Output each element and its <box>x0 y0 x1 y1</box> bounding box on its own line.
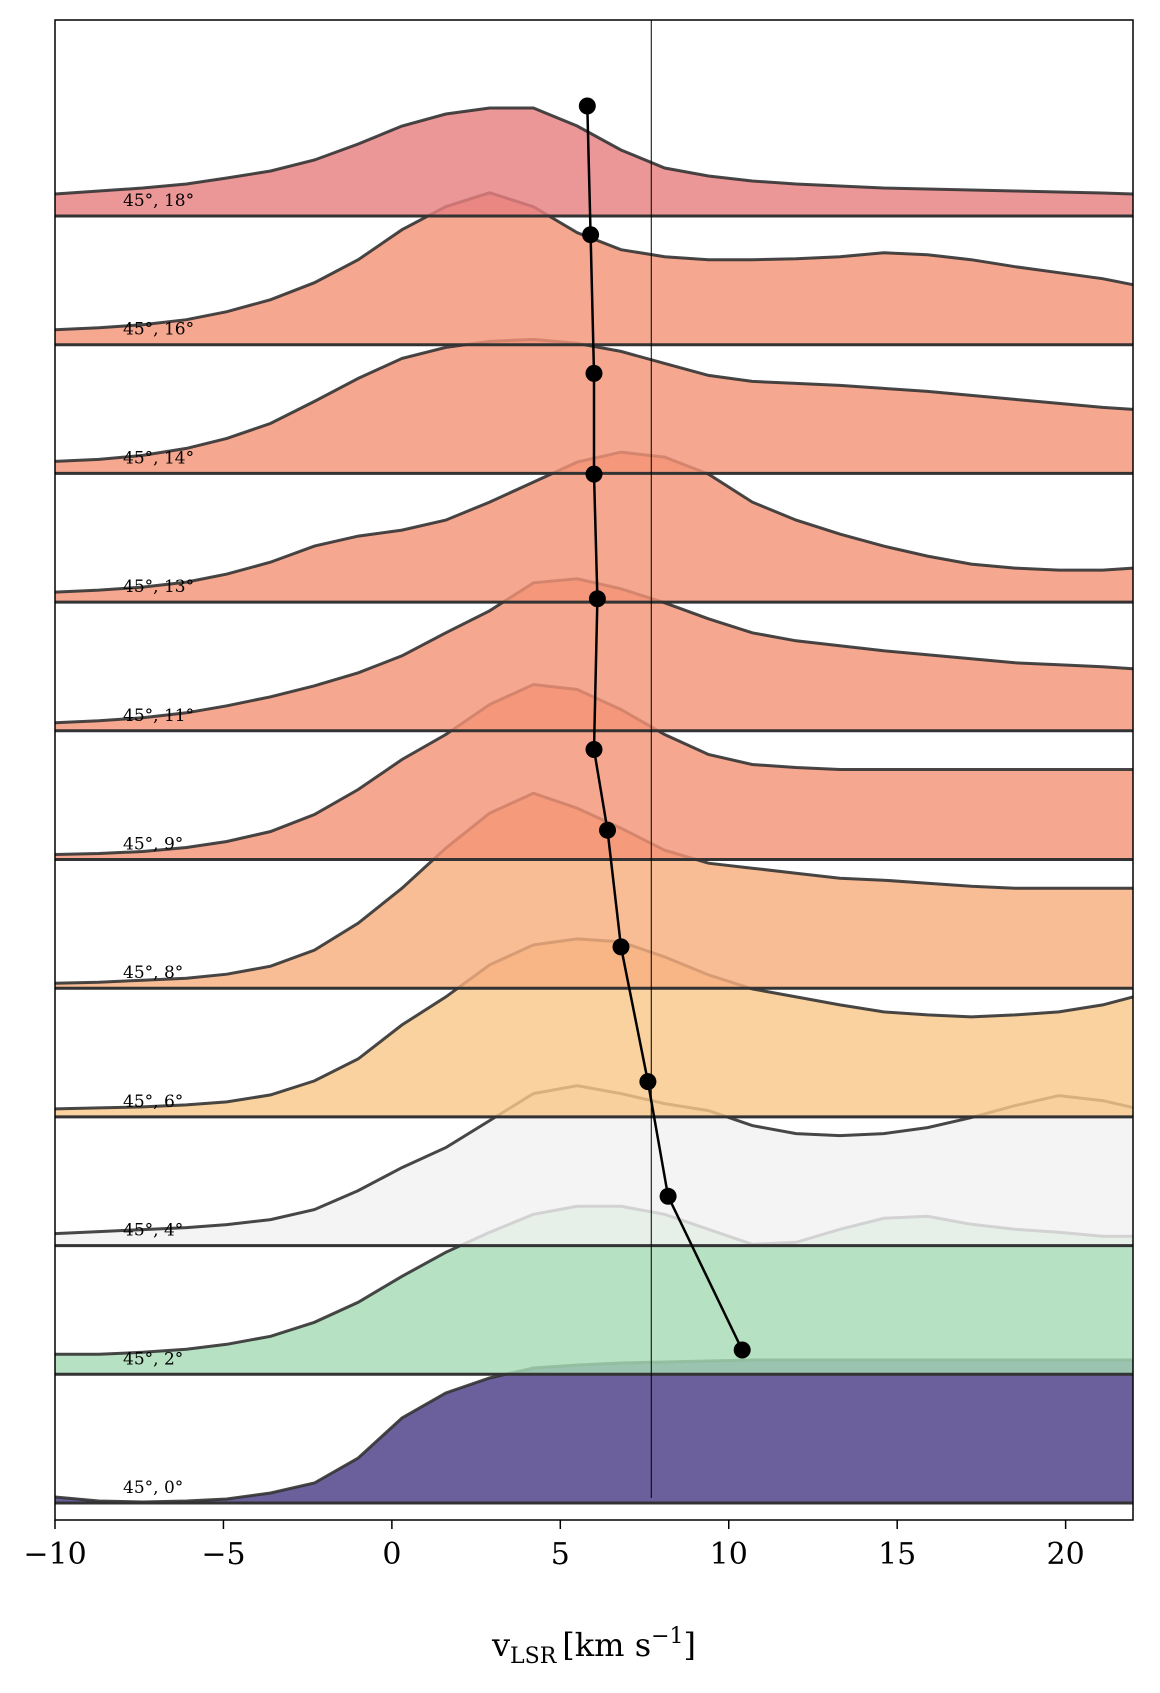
profile-label: 45°, 18° <box>123 191 194 211</box>
peak-track-point <box>582 226 600 244</box>
x-tick-label: 10 <box>710 1537 748 1572</box>
profile-area <box>55 684 1133 860</box>
profile-area <box>55 793 1133 989</box>
profile-outline <box>54 191 1134 332</box>
profiles <box>54 106 1134 1505</box>
profile-outline <box>54 106 1134 196</box>
x-tick-label: −10 <box>23 1537 86 1572</box>
profile-label: 45°, 9° <box>123 835 183 855</box>
peak-track-point <box>578 97 596 115</box>
x-axis-title-unit: [km s <box>562 1626 651 1664</box>
x-axis-title-subscript: LSR <box>510 1644 558 1669</box>
peak-track-point <box>588 590 606 608</box>
x-tick-label: −5 <box>201 1537 245 1572</box>
profile-label: 45°, 6° <box>123 1092 183 1112</box>
profile-area <box>55 192 1133 345</box>
profile-area <box>55 452 1133 603</box>
x-axis-title-exponent: −1 <box>651 1624 683 1649</box>
profile-label: 45°, 8° <box>123 963 183 983</box>
x-axis-title: vLSR [km s−1] <box>491 1624 696 1669</box>
profile-label: 45°, 14° <box>123 448 194 468</box>
peak-track-point <box>733 1341 751 1359</box>
peak-track-point <box>659 1187 677 1205</box>
profile-area <box>55 1360 1133 1503</box>
x-tick-label: 20 <box>1047 1537 1085 1572</box>
peak-track-point <box>599 821 616 839</box>
profile-outline <box>54 337 1134 463</box>
peak-track-point <box>612 938 630 956</box>
x-axis: −10 −5 0 5 10 15 20 <box>23 1520 1085 1572</box>
x-tick-label: 0 <box>382 1537 401 1572</box>
x-tick-label: 15 <box>878 1537 916 1572</box>
plot-frame <box>54 19 1134 1521</box>
profile-area <box>55 1206 1133 1375</box>
peak-track-point <box>585 465 603 483</box>
profile-area <box>55 578 1133 731</box>
profile-label: 45°, 0° <box>123 1478 183 1498</box>
peak-track-point <box>585 364 603 382</box>
profile-label: 45°, 2° <box>123 1349 183 1369</box>
profile-label: 45°, 4° <box>123 1221 183 1241</box>
profile-area <box>55 938 1133 1117</box>
peak-track-point <box>585 741 603 758</box>
peak-track-point <box>639 1073 657 1091</box>
peak-track <box>578 97 751 1359</box>
profile-labels: 45°, 0° 45°, 2° 45°, 4° 45°, 6° 45°, 8° 45°, … <box>123 191 194 1498</box>
profile-label: 45°, 16° <box>123 320 194 340</box>
x-axis-title-close: ] <box>684 1626 696 1664</box>
x-axis-title-main: v <box>491 1626 510 1664</box>
x-tick-label: 5 <box>551 1537 570 1572</box>
profile-area <box>55 108 1133 216</box>
profile-label: 45°, 13° <box>123 577 194 597</box>
profile-label: 45°, 11° <box>123 706 194 726</box>
